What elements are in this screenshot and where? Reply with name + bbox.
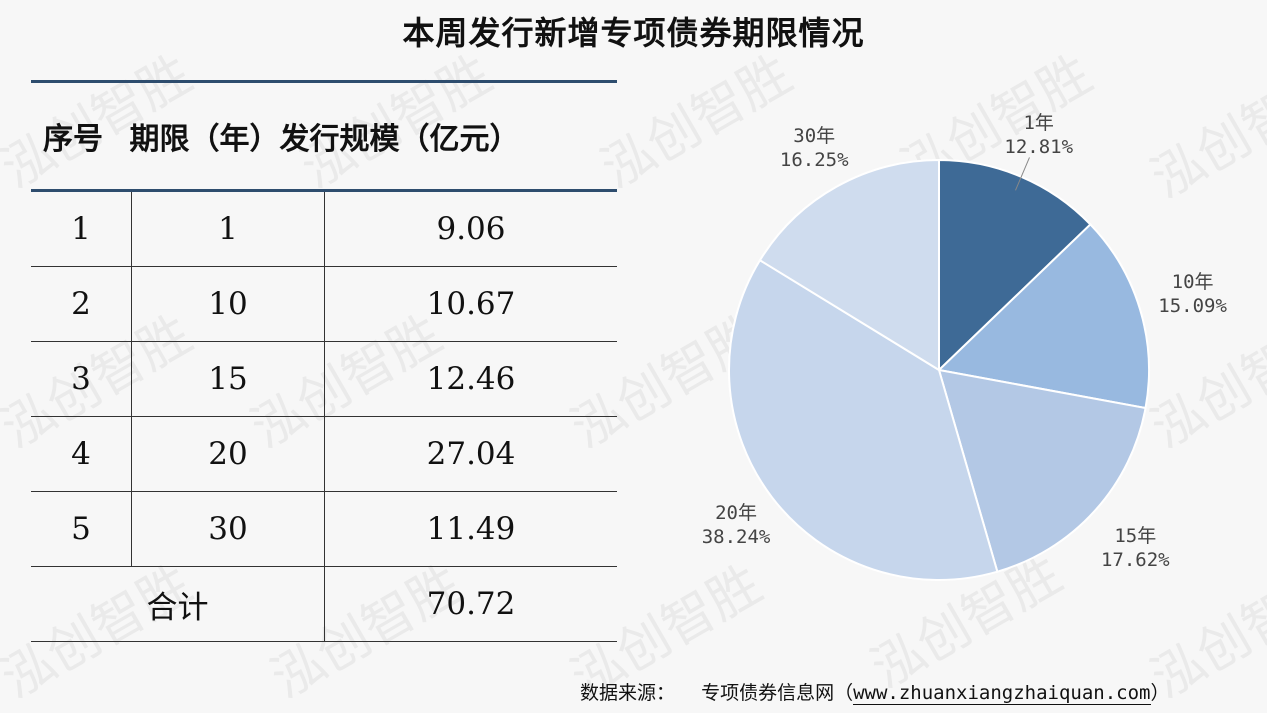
pie-slice — [758, 158, 940, 372]
pie-label-percent: 38.24% — [701, 525, 771, 548]
table-row: 3 15 12.46 — [31, 341, 617, 417]
pie-label-category: 10年 — [1171, 270, 1214, 293]
header-no: 序号 — [43, 122, 103, 157]
table-row: 4 20 27.04 — [31, 416, 617, 492]
header-term: 期限（年） — [129, 122, 280, 157]
cell-amount: 27.04 — [324, 416, 617, 492]
pie-label-percent: 12.81% — [1004, 136, 1074, 159]
pie-label: 1年 12.81% — [1004, 111, 1073, 159]
cell-term: 1 — [131, 190, 325, 267]
table-row: 1 1 9.06 — [31, 190, 617, 267]
cell-amount: 9.06 — [324, 190, 617, 267]
source-text: 专项债券信息网（ — [701, 682, 854, 704]
data-source: 数据来源： 专项债券信息网（www.zhuanxiangzhaiquan.com… — [580, 678, 1170, 705]
source-link[interactable]: www.zhuanxiangzhaiquan.com — [853, 682, 1151, 705]
pie-label-category: 20年 — [715, 501, 757, 524]
pie-label-percent: 17.62% — [1100, 548, 1170, 571]
cell-no: 5 — [31, 491, 132, 567]
table-row: 5 30 11.49 — [31, 491, 617, 567]
cell-no: 3 — [31, 341, 132, 417]
header-amount: 发行规模（亿元） — [279, 122, 520, 157]
pie-label-category: 1年 — [1023, 112, 1054, 135]
pie-slice — [937, 368, 1147, 573]
cell-no: 1 — [31, 190, 132, 267]
source-label: 数据来源： — [580, 682, 676, 704]
pie-slice — [728, 258, 999, 581]
cell-no: 2 — [31, 266, 132, 342]
pie-label: 30年 16.25% — [780, 124, 849, 172]
pie-label: 15年 17.62% — [1101, 524, 1170, 572]
cell-amount: 11.49 — [324, 491, 617, 567]
cell-term: 20 — [131, 416, 325, 492]
page-title: 本周发行新增专项债券期限情况 — [402, 14, 865, 52]
table-header: 序号 期限（年）发行规模（亿元） — [31, 80, 617, 192]
table-header-row: 序号 期限（年）发行规模（亿元） — [31, 80, 617, 192]
cell-amount: 12.46 — [324, 341, 617, 417]
total-value: 70.72 — [324, 566, 617, 642]
pie-slice — [936, 223, 1150, 410]
pie-chart — [728, 157, 1150, 581]
issuance-table: 序号 期限（年）发行规模（亿元） 1 1 9.06 2 10 10.67 3 1… — [31, 80, 617, 642]
table-row: 2 10 10.67 — [31, 266, 617, 342]
cell-no: 4 — [31, 416, 132, 492]
cell-term: 30 — [131, 491, 325, 567]
cell-term: 15 — [131, 341, 325, 417]
table-total-row: 合计 70.72 — [31, 566, 617, 642]
pie-label: 20年 38.24% — [702, 501, 771, 549]
total-label: 合计 — [31, 566, 325, 642]
source-close: ） — [1150, 682, 1170, 704]
cell-amount: 10.67 — [324, 266, 617, 342]
pie-label-percent: 16.25% — [779, 148, 849, 171]
pie-label-category: 30年 — [793, 124, 836, 147]
pie-label-category: 15年 — [1114, 524, 1157, 547]
pie-label-percent: 15.09% — [1158, 294, 1227, 317]
cell-term: 10 — [131, 266, 325, 342]
pie-leader-line — [1015, 157, 1030, 191]
pie-label: 10年 15.09% — [1158, 270, 1227, 318]
